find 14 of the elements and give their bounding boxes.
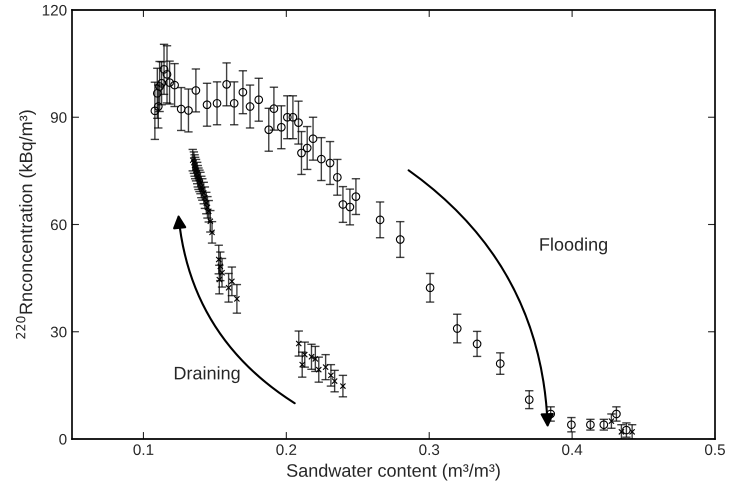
annotation: Flooding bbox=[540, 238, 608, 254]
y-axis-title: $^{220}$Rnconcentration (kBq/m³) bbox=[16, 110, 36, 339]
y-tick-label: 30 bbox=[50, 326, 67, 338]
x-tick-label: 0.3 bbox=[419, 444, 440, 456]
x-tick-label: 0.1 bbox=[133, 444, 154, 456]
y-tick-label: 120 bbox=[42, 4, 67, 16]
x-tick-label: 0.4 bbox=[562, 444, 582, 456]
x-tick-label: 0.2 bbox=[276, 444, 296, 456]
y-tick-label: 0 bbox=[59, 434, 67, 445]
x-axis-title: Sandwater content (m³/m³) bbox=[286, 464, 500, 480]
y-tick-label: 90 bbox=[50, 112, 67, 123]
y-tick-label: 60 bbox=[50, 219, 67, 230]
annotation: Draining bbox=[174, 366, 240, 384]
x-tick-label: 0.5 bbox=[704, 444, 725, 456]
